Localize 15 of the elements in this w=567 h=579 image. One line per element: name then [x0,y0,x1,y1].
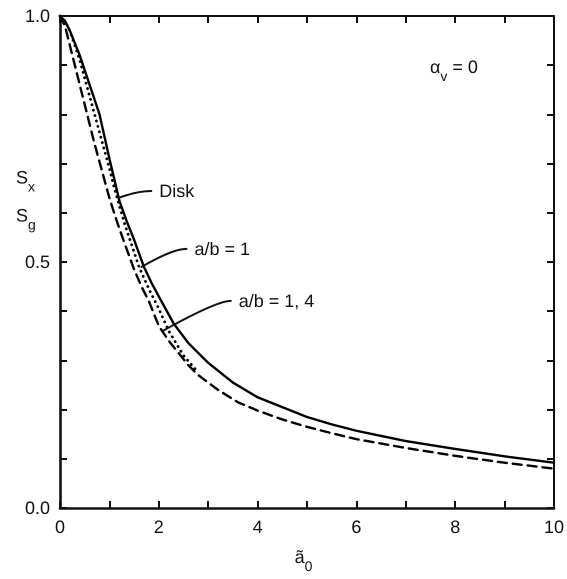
annotation: a/b = 1, 4 [238,290,314,311]
y-tick-label: 1.0 [24,6,50,26]
annotation: a/b = 1 [194,238,250,259]
y-tick-label: 0.5 [24,252,50,272]
y-tick-label: 0.0 [24,498,50,518]
x-axis-title: ã$_{0}$ [294,547,313,574]
annotation: α$_{v}$ = 0 [430,57,478,84]
x-tick-label: 6 [351,517,362,537]
x-tick-label: 0 [54,517,66,537]
x-tick-label: 8 [450,517,460,537]
y-axis-title: S$_{x}$ S$_{g}$ [16,167,36,232]
x-tick-label: 2 [154,517,164,537]
x-tick-label: 10 [544,517,564,537]
annotation: Disk [159,181,196,202]
x-tick-label: 4 [252,517,263,537]
